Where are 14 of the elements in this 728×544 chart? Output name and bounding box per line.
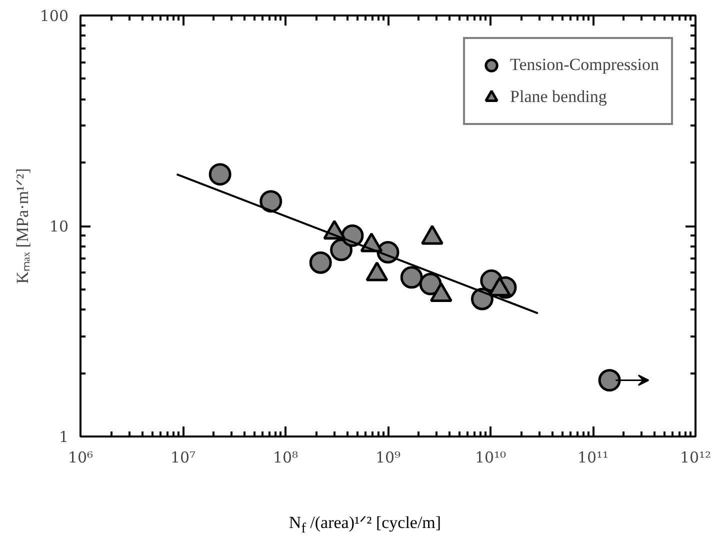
x-tick-label: 10⁷: [170, 448, 196, 466]
legend-label: Plane bending: [510, 87, 607, 107]
y-tick-label: 100: [40, 7, 69, 25]
legend-label: Tension-Compression: [510, 55, 659, 75]
y-tick-label: 10: [49, 218, 69, 236]
x-tick-label: 10¹¹: [577, 448, 609, 466]
x-tick-label: 10¹⁰: [474, 448, 506, 466]
x-tick-label: 10⁸: [272, 448, 298, 466]
x-tick-label: 10¹²: [680, 448, 712, 466]
x-tick-label: 10⁹: [375, 448, 401, 466]
x-tick-label: 10⁶: [68, 448, 94, 466]
x-axis-title: N$_{f}$ /(area)¹ᐟ² [cycle/m]: [288, 512, 442, 538]
y-axis-title: Kₘₐₓ [MPa·m¹ᐟ²]: [12, 168, 32, 284]
y-tick-label: 1: [58, 428, 69, 446]
